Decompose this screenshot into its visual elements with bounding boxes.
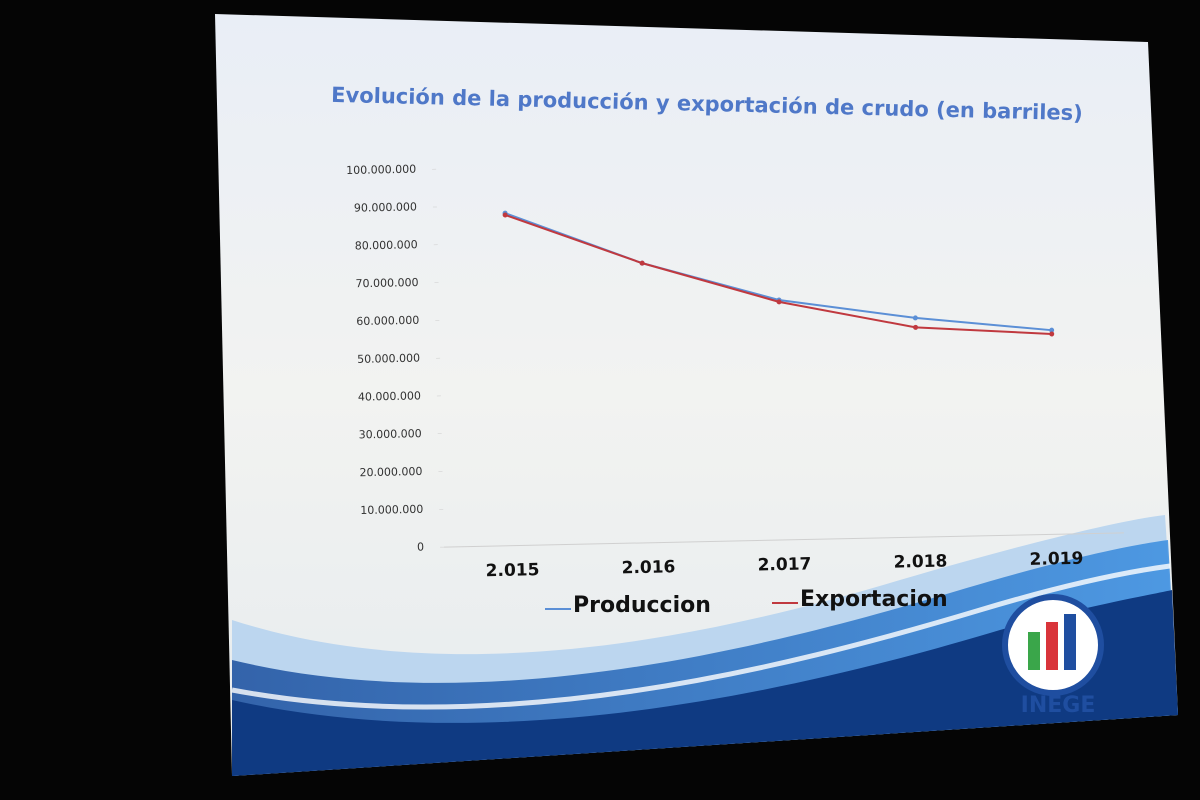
legend-label: Produccion xyxy=(573,593,711,618)
logo-bar xyxy=(1064,614,1076,670)
y-tick-label: 60.000.000 xyxy=(356,314,419,328)
x-tick-label: 2.015 xyxy=(485,560,539,581)
point xyxy=(1049,331,1055,337)
logo-bar xyxy=(1046,622,1058,670)
y-tick-label: 10.000.000 xyxy=(360,503,423,517)
y-tick-label: 0 xyxy=(417,540,424,553)
point xyxy=(913,324,919,330)
y-tick-label: 100.000.000 xyxy=(346,163,416,177)
plot: 0 10.000.000 20.000.000 30.000.000 40.000.00… xyxy=(346,163,1124,581)
y-tick-label: 70.000.000 xyxy=(355,276,418,290)
point xyxy=(1049,327,1055,333)
wave-highlight xyxy=(231,563,1171,710)
point xyxy=(776,299,782,305)
x-tick-label: 2.019 xyxy=(1029,549,1083,570)
legend-label: Exportacion xyxy=(800,587,948,612)
x-tick-label: 2.018 xyxy=(893,552,947,573)
y-tick-label: 30.000.000 xyxy=(359,427,422,441)
logo-bar xyxy=(1028,632,1040,670)
wave-deep xyxy=(232,590,1178,776)
point xyxy=(502,212,508,218)
x-tick-label: 2.016 xyxy=(621,557,675,578)
x-axis xyxy=(444,532,1124,548)
y-tick-label: 20.000.000 xyxy=(359,465,422,479)
y-tick-label: 90.000.000 xyxy=(354,200,417,214)
point xyxy=(639,260,645,266)
logo: INEGE xyxy=(1002,594,1104,718)
point xyxy=(912,315,918,321)
logo-text: INEGE xyxy=(1021,693,1096,718)
y-tick-label: 50.000.000 xyxy=(357,352,420,366)
x-tick-label: 2.017 xyxy=(757,554,811,575)
y-tick-label: 40.000.000 xyxy=(358,389,421,403)
y-tick-label: 80.000.000 xyxy=(355,238,418,252)
